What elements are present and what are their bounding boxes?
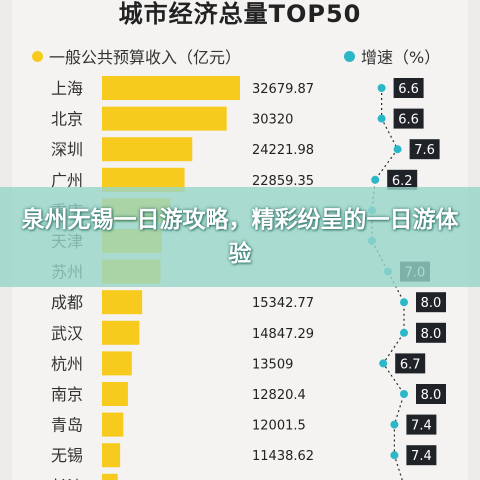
growth-badge-label: 8.0	[421, 327, 442, 342]
category-label: 南京	[51, 385, 83, 404]
growth-point	[377, 84, 386, 92]
chart-title: 城市经济总量TOP50	[118, 0, 362, 28]
growth-badge	[416, 384, 446, 404]
growth-badge	[406, 414, 437, 435]
revenue-value-label: 13509	[252, 357, 293, 372]
growth-badge	[395, 353, 426, 374]
revenue-bar	[102, 76, 240, 100]
revenue-bar	[102, 412, 124, 437]
category-label: 成都	[51, 293, 83, 312]
revenue-value-label: 11438.62	[252, 449, 314, 464]
legend-growth: 增速（%）	[344, 44, 440, 68]
revenue-value-label: 30320	[252, 113, 293, 128]
category-label: 武汉	[51, 324, 83, 343]
category-label: 青岛	[51, 416, 83, 435]
growth-point	[400, 298, 408, 307]
growth-point	[379, 359, 388, 368]
revenue-bar	[102, 320, 140, 345]
growth-badge-label: 7.4	[411, 419, 432, 434]
growth-point	[400, 328, 408, 337]
growth-badge	[393, 78, 424, 98]
revenue-value-label: 15342.77	[252, 296, 314, 311]
growth-badge-label: 8.0	[421, 296, 442, 311]
growth-badge	[409, 139, 440, 160]
growth-badge-label: 7.4	[411, 449, 432, 464]
revenue-value-label: 14847.29	[252, 327, 314, 342]
growth-badge	[406, 445, 437, 466]
growth-badge-label: 7.6	[414, 143, 435, 158]
growth-point	[377, 114, 386, 123]
revenue-value-label: 12001.5	[252, 419, 306, 434]
category-label: 上海	[51, 79, 83, 98]
legend-revenue: 一般公共预算收入（亿元）	[32, 44, 241, 68]
category-label: 深圳	[51, 140, 83, 159]
growth-point	[393, 145, 402, 154]
growth-badge-label: 6.6	[398, 82, 419, 97]
growth-badge-label: 8.0	[421, 388, 442, 403]
revenue-bar	[102, 290, 143, 315]
growth-badge	[416, 292, 446, 313]
category-label: 北京	[51, 110, 83, 129]
revenue-bar	[102, 137, 193, 162]
revenue-bar	[102, 106, 227, 131]
revenue-value-label: 12820.4	[252, 388, 306, 403]
headline-banner: 泉州无锡一日游攻略，精彩纷呈的一日游体验	[0, 187, 480, 287]
revenue-bar	[102, 473, 118, 480]
revenue-value-label: 22859.35	[252, 174, 314, 189]
growth-badge	[393, 108, 424, 129]
headline-text: 泉州无锡一日游攻略，精彩纷呈的一日游体验	[21, 207, 459, 267]
revenue-bar	[102, 351, 132, 376]
growth-badge	[387, 169, 418, 190]
category-label: 长沙	[51, 477, 83, 480]
growth-badge-label: 6.2	[392, 174, 413, 189]
revenue-bar	[102, 382, 128, 406]
legend-growth-label: 增速（%）	[361, 48, 441, 67]
legend-revenue-label: 一般公共预算收入（亿元）	[49, 48, 242, 67]
growth-point	[390, 420, 399, 429]
category-label: 杭州	[51, 354, 83, 373]
category-label: 广州	[51, 171, 83, 190]
growth-badge-label: 6.7	[400, 357, 421, 372]
legend-yellow-dot-icon	[32, 50, 43, 62]
growth-point	[371, 175, 380, 184]
category-label: 无锡	[51, 446, 83, 465]
revenue-value-label: 24221.98	[252, 143, 314, 158]
legend-teal-dot-icon	[344, 50, 355, 62]
growth-badge-label: 6.6	[398, 113, 419, 128]
growth-point	[400, 390, 408, 398]
revenue-bar	[102, 443, 121, 468]
revenue-value-label: 32679.87	[252, 82, 314, 97]
growth-point	[390, 451, 399, 460]
growth-badge	[416, 322, 446, 343]
